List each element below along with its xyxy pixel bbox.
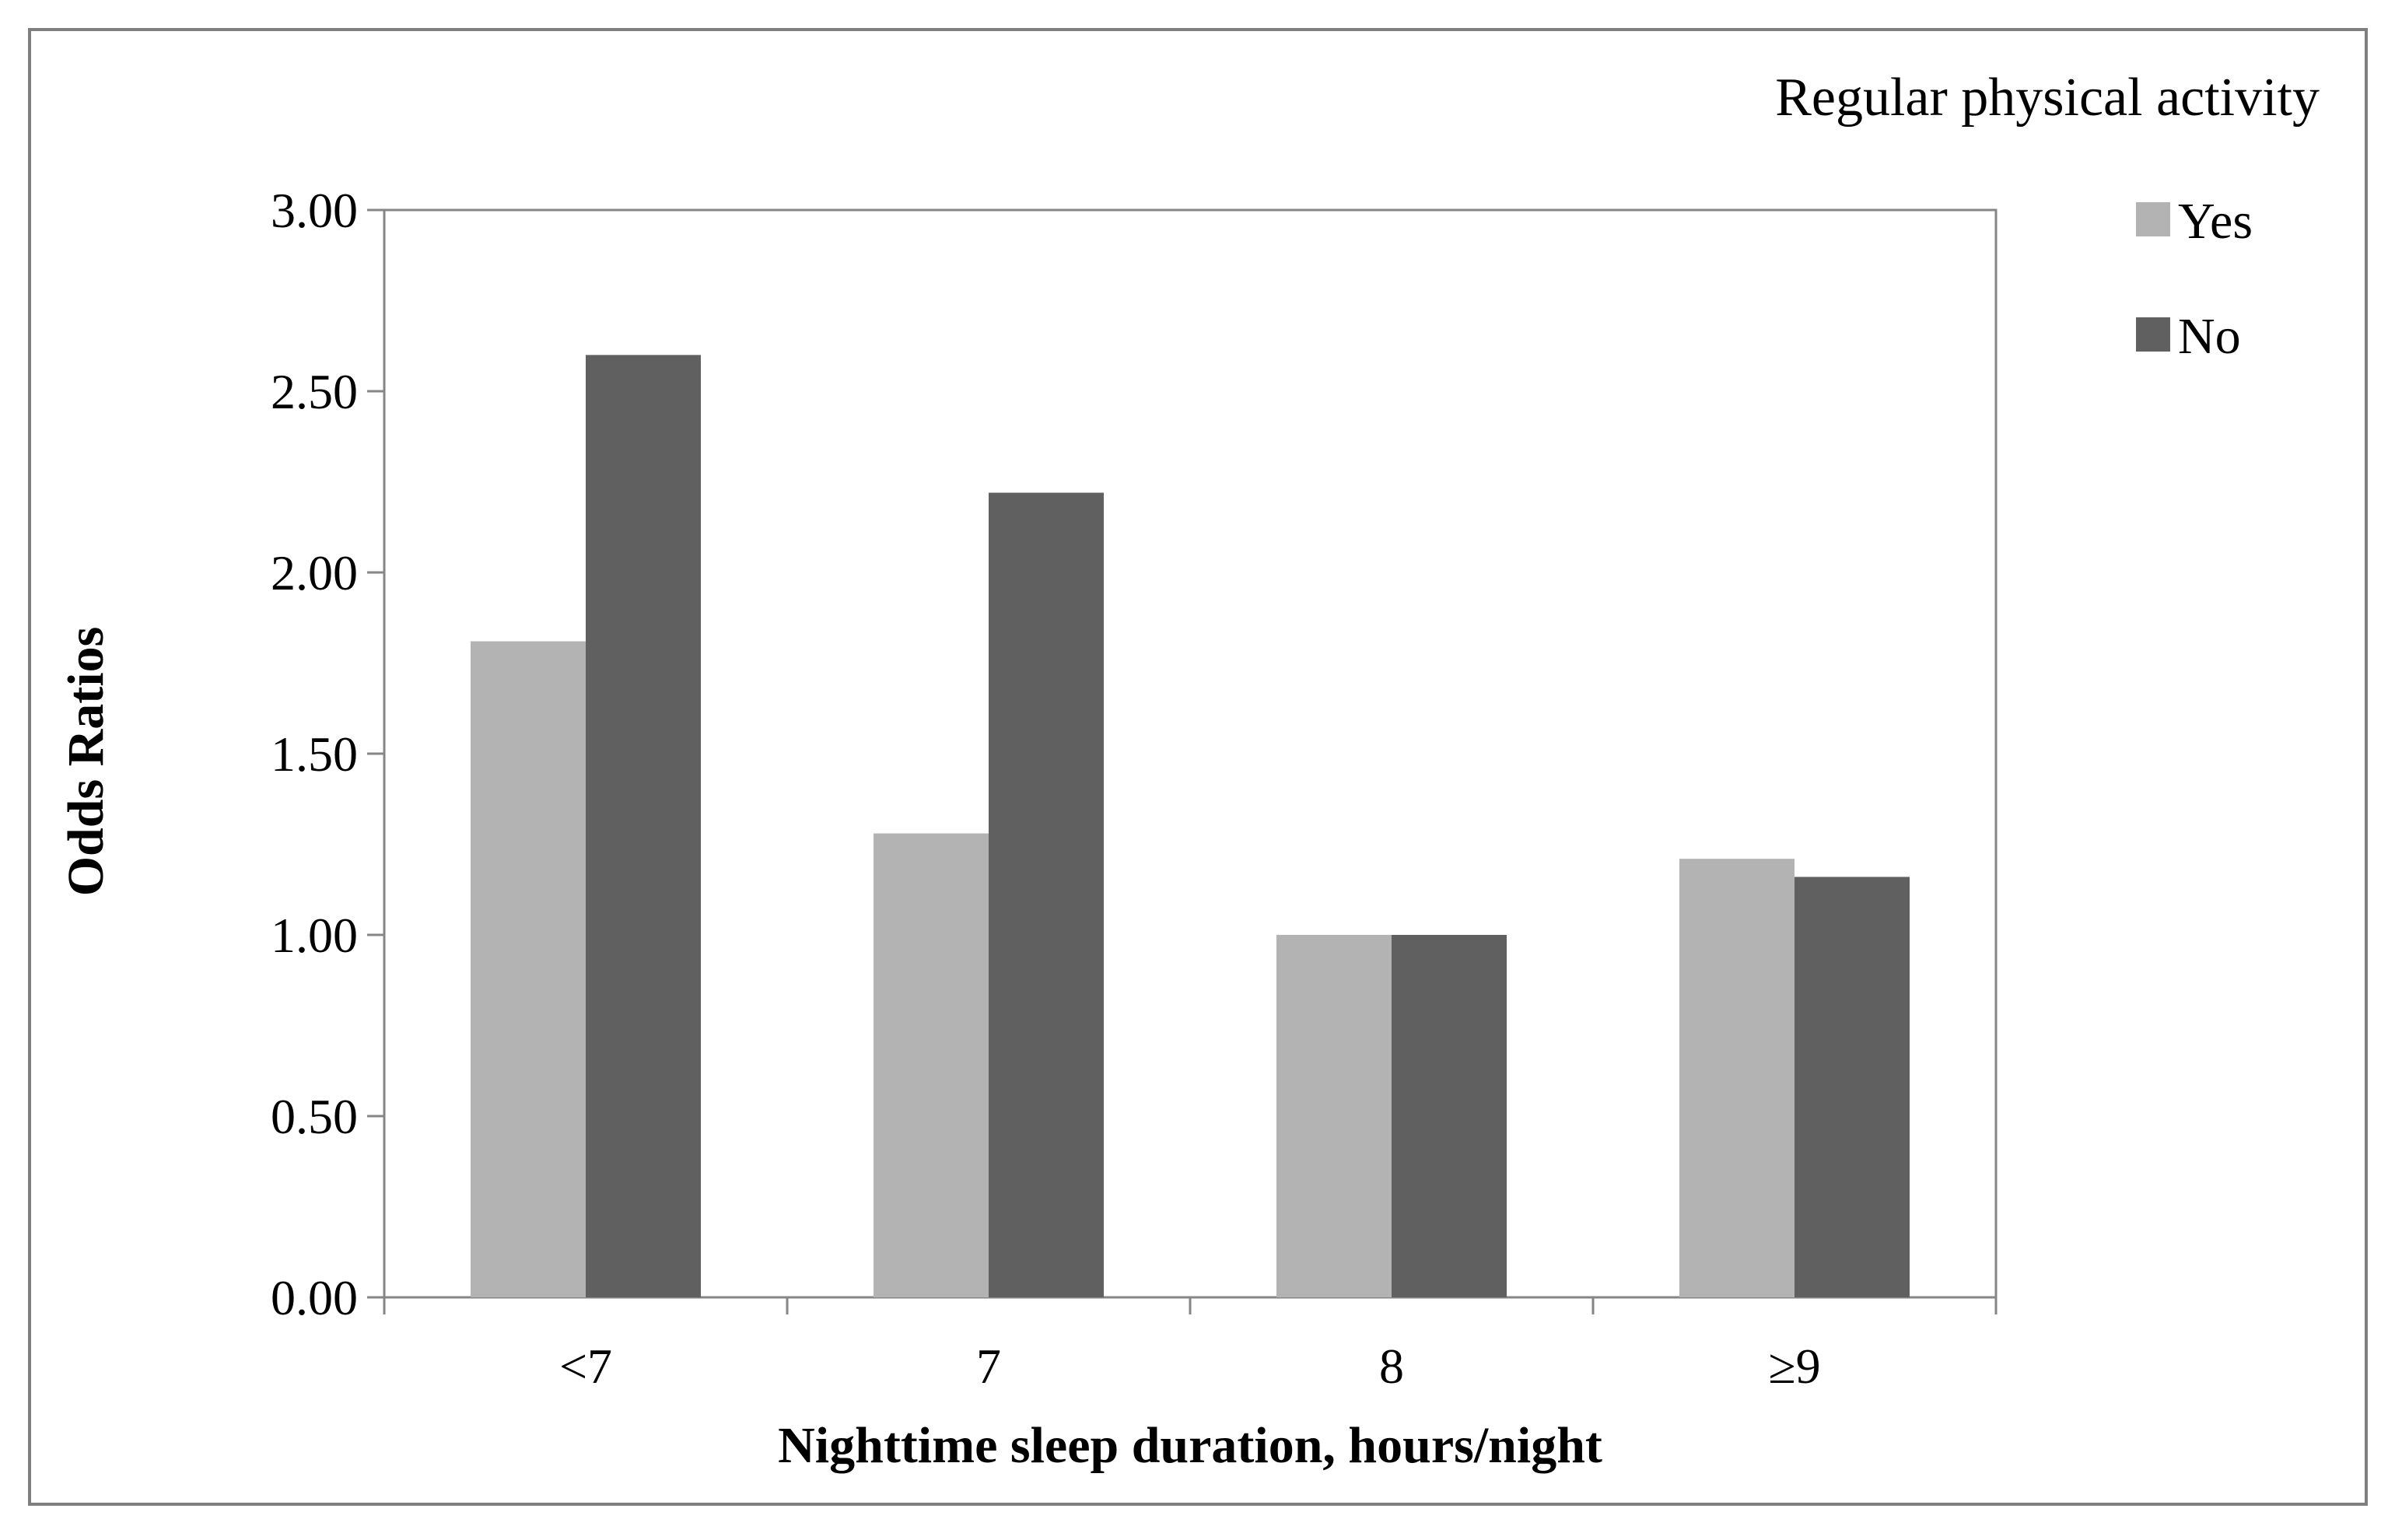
x-axis: <7 7 8 ≥9 bbox=[383, 1297, 1998, 1394]
x-tick-label: 7 bbox=[976, 1339, 1001, 1394]
y-tick-label: 2.00 bbox=[271, 545, 358, 600]
bar-no-3 bbox=[1794, 877, 1910, 1297]
y-tick-label: 3.00 bbox=[271, 183, 358, 238]
legend: Yes No bbox=[2136, 193, 2253, 365]
bar-yes-0 bbox=[471, 641, 586, 1297]
legend-label-yes: Yes bbox=[2178, 193, 2253, 250]
y-tick-label: 1.50 bbox=[271, 726, 358, 782]
bar-no-1 bbox=[989, 492, 1104, 1297]
legend-label-no: No bbox=[2178, 308, 2241, 365]
y-tick-label: 2.50 bbox=[271, 364, 358, 419]
x-tick-label: ≥9 bbox=[1768, 1339, 1820, 1394]
y-axis: 0.00 0.50 1.00 1.50 2.00 2.50 3.00 bbox=[271, 183, 384, 1325]
bar-no-2 bbox=[1392, 935, 1507, 1297]
bar-yes-3 bbox=[1679, 859, 1794, 1297]
bar-yes-2 bbox=[1276, 935, 1392, 1297]
y-tick-label: 0.50 bbox=[271, 1089, 358, 1144]
x-tick-label: <7 bbox=[559, 1339, 612, 1394]
y-tick-label: 0.00 bbox=[271, 1270, 358, 1325]
y-tick-label: 1.00 bbox=[271, 908, 358, 963]
x-axis-title: Nighttime sleep duration, hours/night bbox=[778, 1417, 1602, 1474]
y-axis-title: Odds Ratios bbox=[58, 627, 114, 897]
bar-yes-1 bbox=[874, 833, 989, 1297]
chart-frame bbox=[28, 28, 2368, 1506]
legend-swatch-yes bbox=[2136, 202, 2170, 236]
x-tick-label: 8 bbox=[1379, 1339, 1404, 1394]
bars-group bbox=[471, 355, 1910, 1297]
legend-swatch-no bbox=[2136, 317, 2170, 352]
bar-no-0 bbox=[586, 355, 701, 1297]
legend-title: Regular physical activity bbox=[1775, 68, 2320, 128]
